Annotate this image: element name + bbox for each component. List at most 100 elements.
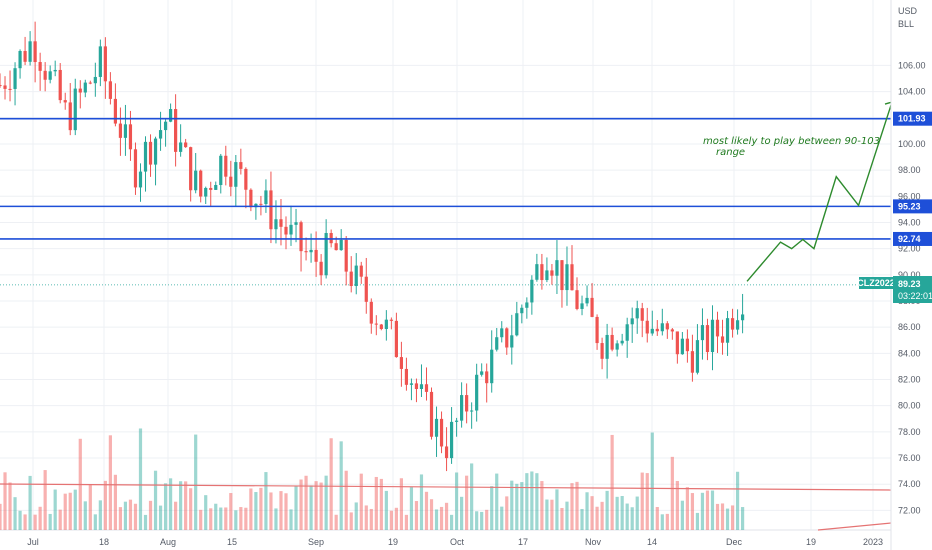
- level-tag-bg: [893, 111, 932, 126]
- volume-bar: [53, 489, 57, 530]
- candle-body: [379, 324, 383, 330]
- candle-body: [640, 308, 644, 321]
- axis-unit: BLL: [898, 19, 914, 29]
- volume-bar: [234, 510, 238, 530]
- volume-bar: [695, 512, 700, 530]
- volume-bar: [735, 471, 740, 530]
- candle-body: [565, 264, 569, 291]
- candle-body: [449, 421, 454, 459]
- candle-body: [610, 334, 614, 350]
- candle-body: [229, 176, 233, 187]
- volume-bar: [143, 514, 148, 530]
- candle-body: [454, 420, 459, 422]
- candle-body: [274, 219, 278, 230]
- volume-bar: [224, 507, 228, 530]
- ma-line-2: [817, 522, 892, 531]
- volume-bar: [334, 514, 338, 530]
- candle-body: [675, 331, 679, 355]
- candle-body: [399, 357, 403, 369]
- volume-bar: [625, 503, 629, 530]
- candle-body: [259, 203, 263, 205]
- candle-body: [665, 323, 669, 330]
- candle-body: [369, 301, 373, 324]
- volume-bar: [730, 505, 735, 530]
- candle-body: [419, 384, 424, 389]
- price-tick-label: 100.00: [898, 139, 926, 149]
- candle-body: [88, 82, 92, 84]
- candle-body: [605, 334, 609, 359]
- candle-body: [148, 141, 153, 165]
- candle-body: [254, 203, 258, 208]
- volume-bar: [615, 496, 619, 530]
- volume-bar: [83, 501, 87, 530]
- candle-body: [143, 141, 148, 172]
- volume-bar: [93, 514, 97, 530]
- price-axis-panel[interactable]: [891, 0, 932, 550]
- candle-body: [63, 100, 67, 103]
- volume-bar: [470, 463, 474, 530]
- volume-bar: [8, 482, 12, 530]
- candle-body: [394, 320, 398, 358]
- volume-bar: [269, 492, 273, 530]
- volume-bar: [434, 509, 439, 530]
- candle-body: [384, 319, 388, 330]
- volume-bar: [148, 500, 153, 530]
- volume-bar: [635, 496, 639, 530]
- countdown: 03:22:01: [898, 291, 932, 301]
- candle-body: [319, 261, 323, 276]
- candle-body: [725, 318, 730, 343]
- volume-bar: [108, 435, 112, 530]
- candle-body: [28, 41, 32, 62]
- time-axis-ticks: Jul 18 Aug 15 Sep 19 Oct 17 Nov 14 Dec 19 2023: [27, 537, 883, 547]
- candle-body: [645, 320, 649, 334]
- volume-bar: [214, 503, 218, 530]
- volume-bar: [429, 499, 434, 530]
- volume-bar: [174, 501, 178, 530]
- candle-body: [304, 251, 308, 253]
- candle-body: [535, 264, 539, 280]
- volume-bar: [675, 480, 679, 530]
- candles: [0, 21, 745, 472]
- time-tick-label: Dec: [726, 537, 743, 547]
- price-tick-label: 78.00: [898, 427, 921, 437]
- volume-bar: [274, 508, 278, 530]
- volume-bar: [3, 472, 7, 530]
- price-tick-label: 92.00: [898, 244, 921, 254]
- volume-bar: [369, 508, 373, 530]
- price-tick-label: 90.00: [898, 270, 921, 280]
- candle-body: [329, 233, 333, 244]
- candle-body: [269, 190, 273, 230]
- price-tick-label: 74.00: [898, 479, 921, 489]
- price-tick-label: 104.00: [898, 87, 926, 97]
- symbol-tag-label: CLZ2022: [857, 278, 895, 288]
- candle-body: [163, 121, 168, 131]
- volume-bar: [294, 485, 298, 530]
- candle-body: [158, 130, 163, 139]
- volume-bar: [239, 507, 243, 530]
- symbol-tag: CLZ2022: [857, 277, 895, 289]
- candle-body: [480, 371, 484, 375]
- volume-bar: [424, 491, 429, 530]
- candle-body: [409, 383, 414, 385]
- last-price-tag: 89.23 03:22:01: [893, 276, 932, 303]
- volume-bar: [163, 483, 168, 530]
- volume-bar: [540, 481, 544, 530]
- price-tick-label: 82.00: [898, 375, 921, 385]
- volume-bar: [199, 509, 203, 530]
- volume-bar: [710, 490, 715, 530]
- candle-body: [334, 243, 338, 251]
- volume-bar: [580, 508, 584, 530]
- volume-bar: [153, 470, 158, 530]
- candle-body: [730, 318, 735, 330]
- volume-bar: [610, 434, 614, 530]
- volume-bar: [705, 490, 710, 530]
- candle-body: [495, 337, 499, 350]
- volume-bar: [329, 438, 333, 530]
- volume-bar: [28, 475, 32, 530]
- candle-body: [279, 219, 283, 227]
- candle-body: [299, 222, 303, 252]
- candle-body: [595, 316, 599, 344]
- candle-body: [550, 270, 554, 276]
- candle-body: [655, 328, 659, 332]
